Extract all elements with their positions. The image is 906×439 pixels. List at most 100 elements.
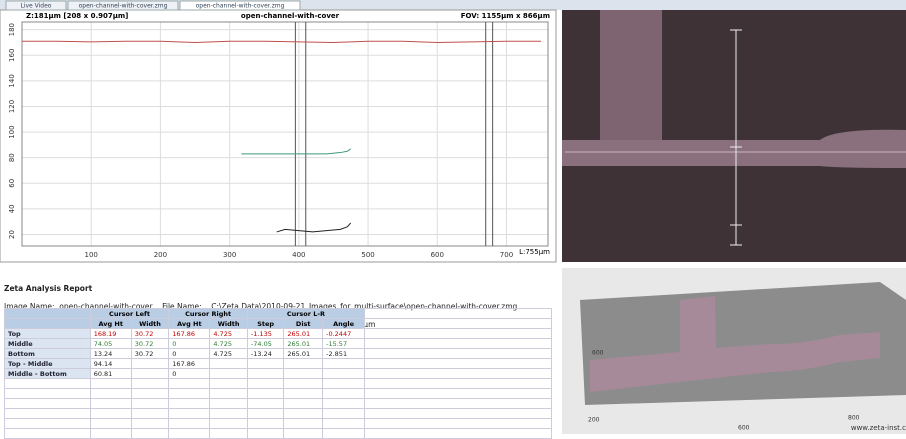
cell xyxy=(365,309,552,319)
cell xyxy=(169,379,210,389)
cell xyxy=(247,359,283,369)
cell xyxy=(323,359,365,369)
cell xyxy=(365,339,552,349)
cell: Step xyxy=(247,319,283,329)
app: Z:181µm [208 x 0.907µm] open-channel-with… xyxy=(0,0,906,434)
cell: -2.851 xyxy=(323,349,365,359)
cell xyxy=(365,409,552,419)
x-tick-label: 600 xyxy=(431,251,444,259)
cell xyxy=(210,379,248,389)
cell: Middle - Bottom xyxy=(5,369,91,379)
cell: 0 xyxy=(169,349,210,359)
cell: 0 xyxy=(169,369,210,379)
cell xyxy=(5,389,91,399)
cell xyxy=(365,359,552,369)
cell xyxy=(365,329,552,339)
cell xyxy=(210,409,248,419)
cell xyxy=(284,419,323,429)
cell xyxy=(284,399,323,409)
cell: Angle xyxy=(323,319,365,329)
header-right: FOV: 1155µm x 866µm xyxy=(461,12,550,20)
cell xyxy=(323,369,365,379)
cell: Avg Ht xyxy=(90,319,131,329)
x-tick-label: 300 xyxy=(223,251,236,259)
cell xyxy=(90,389,131,399)
cell xyxy=(210,359,248,369)
x-tick-label: 700 xyxy=(500,251,513,259)
cell: 167.86 xyxy=(169,329,210,339)
axis-label: 600 xyxy=(738,425,750,432)
cell xyxy=(247,419,283,429)
cell: Dist xyxy=(284,319,323,329)
x-tick-label: 100 xyxy=(85,251,98,259)
row xyxy=(5,399,552,409)
cell: 4.725 xyxy=(210,339,248,349)
cell: 168.19 xyxy=(90,329,131,339)
axis-label: 800 xyxy=(848,415,860,422)
row: Middle - Bottom60.810 xyxy=(5,369,552,379)
cell: -13.24 xyxy=(247,349,283,359)
cell: 265.01 xyxy=(284,339,323,349)
cell xyxy=(131,359,169,369)
x-tick-label: 200 xyxy=(154,251,167,259)
cell xyxy=(90,419,131,429)
cell: -74.05 xyxy=(247,339,283,349)
axis-label: 200 xyxy=(588,417,600,424)
cell xyxy=(131,369,169,379)
cell: Avg Ht xyxy=(169,319,210,329)
cell xyxy=(169,389,210,399)
row xyxy=(5,389,552,399)
cell xyxy=(365,319,552,329)
cell xyxy=(5,399,91,409)
cell xyxy=(90,409,131,419)
cell xyxy=(90,399,131,409)
cell: -15.57 xyxy=(323,339,365,349)
y-tick-label: 100 xyxy=(8,125,16,138)
cell: 4.725 xyxy=(210,329,248,339)
watermark: www.zeta-inst.c xyxy=(851,424,906,432)
cell: Cursor Right xyxy=(169,309,248,319)
cell xyxy=(247,379,283,389)
x-tick-label: 400 xyxy=(292,251,305,259)
row xyxy=(5,419,552,429)
y-tick-label: 40 xyxy=(8,204,16,213)
cell: Width xyxy=(210,319,248,329)
cell xyxy=(5,419,91,429)
chart-panel xyxy=(0,10,556,262)
cell xyxy=(365,419,552,429)
cell xyxy=(284,359,323,369)
cell: Top xyxy=(5,329,91,339)
header-left: Z:181µm [208 x 0.907µm] xyxy=(26,12,128,20)
tab-label: open-channel-with-cover.zmg xyxy=(196,3,285,10)
cell xyxy=(131,399,169,409)
cell: Middle xyxy=(5,339,91,349)
cell xyxy=(247,409,283,419)
y-tick-label: 180 xyxy=(8,23,16,36)
cell xyxy=(323,419,365,429)
cell: Cursor L-R xyxy=(247,309,364,319)
cell: 0 xyxy=(169,339,210,349)
cell xyxy=(323,379,365,389)
cell xyxy=(365,349,552,359)
row xyxy=(5,409,552,419)
cell xyxy=(131,409,169,419)
cell: 265.01 xyxy=(284,349,323,359)
cell xyxy=(5,319,91,329)
y-tick-label: 80 xyxy=(8,153,16,162)
cell xyxy=(365,389,552,399)
cell: 265.01 xyxy=(284,329,323,339)
cell xyxy=(323,389,365,399)
cell xyxy=(131,389,169,399)
report-title: Zeta Analysis Report xyxy=(4,284,517,293)
row xyxy=(5,379,552,389)
y-tick-label: 60 xyxy=(8,179,16,188)
tab-label: Live Video xyxy=(21,3,52,10)
y-tick-label: 20 xyxy=(8,230,16,239)
cell xyxy=(247,369,283,379)
cell xyxy=(284,409,323,419)
row: Bottom13.2430.7204.725-13.24265.01-2.851 xyxy=(5,349,552,359)
cell xyxy=(284,389,323,399)
